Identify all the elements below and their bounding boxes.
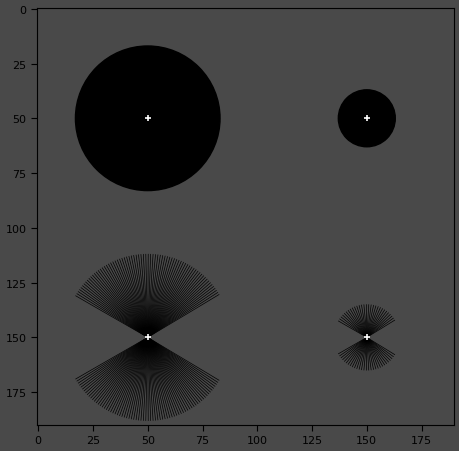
Circle shape <box>338 91 394 147</box>
Circle shape <box>75 47 219 191</box>
